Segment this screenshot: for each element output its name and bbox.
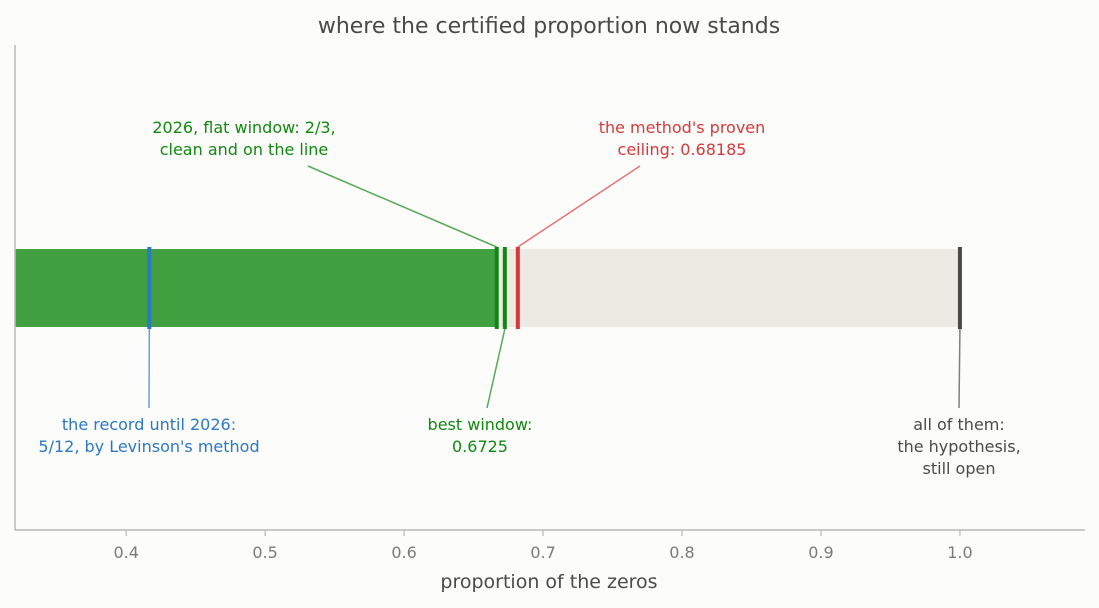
annotations-layer: the record until 2026: 5/12, by Levinson'…	[38, 118, 1020, 478]
annotation-label: best window: 0.6725	[428, 415, 533, 456]
annotation-line: 5/12, by Levinson's method	[38, 437, 259, 456]
annotation-line: still open	[923, 459, 996, 478]
x-tick-label: 0.7	[530, 543, 555, 562]
value-marker	[147, 247, 152, 329]
annotation-label: the method's proven ceiling: 0.68185	[599, 118, 766, 159]
value-marker	[515, 247, 520, 329]
x-tick-label: 0.8	[669, 543, 694, 562]
markers-layer	[147, 247, 962, 329]
annotation-line: the method's proven	[599, 118, 766, 137]
annotation-line: the hypothesis,	[897, 437, 1020, 456]
value-marker	[494, 247, 499, 329]
annotation-line: clean and on the line	[160, 140, 329, 159]
annotation-line: 0.6725	[452, 437, 508, 456]
annotation-line: 2026, flat window: 2/3,	[152, 118, 335, 137]
x-tick-label: 0.5	[252, 543, 277, 562]
chart-title: where the certified proportion now stand…	[318, 14, 780, 39]
x-ticks: 0.4 0.5 0.6 0.7 0.8 0.9 1.0	[113, 530, 973, 562]
annotation-label: 2026, flat window: 2/3, clean and on the …	[152, 118, 335, 159]
annotation-leader-line	[486, 328, 506, 409]
x-tick-label: 1.0	[947, 543, 972, 562]
x-tick-label: 0.6	[391, 543, 416, 562]
annotation-leader-line	[307, 165, 498, 248]
value-marker	[957, 247, 962, 329]
annotation-line: all of them:	[913, 415, 1005, 434]
annotation-label: the record until 2026: 5/12, by Levinson'…	[38, 415, 259, 456]
annotation-leader-line	[517, 165, 641, 248]
x-tick-label: 0.9	[808, 543, 833, 562]
annotation-line: best window:	[428, 415, 533, 434]
annotation-line: the record until 2026:	[62, 415, 236, 434]
annotation-label: all of them: the hypothesis, still open	[897, 415, 1020, 478]
x-axis-label: proportion of the zeros	[440, 571, 657, 593]
value-marker	[502, 247, 507, 329]
annotation-leader-line	[958, 328, 961, 409]
x-tick-label: 0.4	[113, 543, 138, 562]
certified-bar	[15, 249, 497, 327]
annotation-line: ceiling: 0.68185	[618, 140, 747, 159]
